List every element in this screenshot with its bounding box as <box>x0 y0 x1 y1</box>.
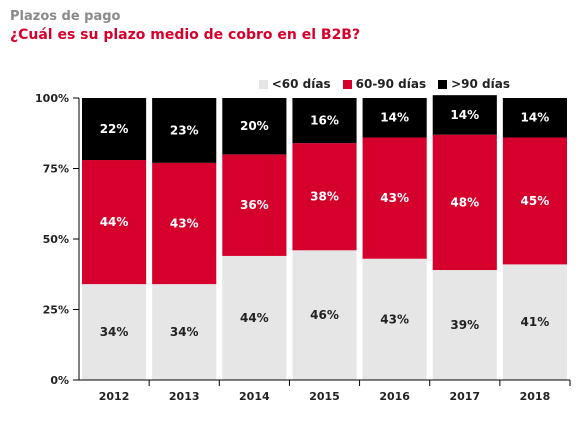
x-tick-label: 2017 <box>449 390 480 403</box>
bar-segment-2013-0 <box>152 284 217 380</box>
bar-segment-2017-0 <box>432 270 497 380</box>
legend-swatch-gt90 <box>438 79 448 89</box>
legend-label-gt90: >90 días <box>451 77 510 91</box>
data-label: 48% <box>450 195 479 209</box>
bar-segment-2016-0 <box>362 258 427 380</box>
data-label: 20% <box>240 119 269 133</box>
data-label: 36% <box>240 198 269 212</box>
data-label: 14% <box>380 111 409 125</box>
data-label: 41% <box>521 315 550 329</box>
legend-swatch-lt60 <box>258 79 268 89</box>
y-tick-label: 0% <box>50 374 69 387</box>
bar-segment-2014-0 <box>222 255 287 380</box>
data-label: 14% <box>450 108 479 122</box>
data-label: 46% <box>310 308 339 322</box>
bar-segment-2015-1 <box>292 143 357 251</box>
bar-segment-2012-0 <box>82 284 147 380</box>
chart-kicker: Plazos de pago <box>10 9 121 24</box>
data-label: 43% <box>170 216 199 230</box>
data-label: 23% <box>170 123 199 137</box>
data-label: 43% <box>380 312 409 326</box>
bar-segment-2015-2 <box>292 98 357 144</box>
x-tick-label: 2016 <box>379 390 410 403</box>
chart-title: ¿Cuál es su plazo medio de cobro en el B… <box>10 27 361 43</box>
legend-label-60-90: 60-90 días <box>355 77 427 91</box>
bar-segment-2017-2 <box>432 95 497 135</box>
bar-segment-2012-2 <box>82 98 147 161</box>
bar-segment-2012-1 <box>82 160 147 285</box>
legend: <60 días 60-90 días >90 días <box>247 77 510 91</box>
data-label: 34% <box>100 325 129 339</box>
legend-label-lt60: <60 días <box>271 77 331 91</box>
data-label: 39% <box>450 318 479 332</box>
bar-segment-2015-0 <box>292 250 357 380</box>
x-tick-label: 2018 <box>520 390 551 403</box>
bar-segment-2016-1 <box>362 137 427 259</box>
y-tick-label: 25% <box>43 304 69 317</box>
y-tick-label: 100% <box>35 92 69 105</box>
bar-segment-2016-2 <box>362 98 427 138</box>
data-label: 34% <box>170 325 199 339</box>
x-tick-label: 2015 <box>309 390 340 403</box>
legend-item-60-90: 60-90 días <box>342 77 427 91</box>
y-tick-label: 50% <box>43 233 69 246</box>
data-label: 43% <box>380 191 409 205</box>
bar-segment-2018-1 <box>502 137 567 265</box>
bar-segment-2018-0 <box>502 264 567 380</box>
bar-segment-2013-1 <box>152 162 217 285</box>
data-label: 14% <box>521 111 550 125</box>
data-label: 45% <box>521 194 550 208</box>
bar-segment-2014-2 <box>222 98 287 155</box>
bar-segment-2013-2 <box>152 98 217 163</box>
bar-segment-2014-1 <box>222 154 287 256</box>
x-tick-label: 2014 <box>239 390 270 403</box>
legend-item-lt60: <60 días <box>258 77 331 91</box>
y-tick-label: 75% <box>43 163 69 176</box>
data-label: 22% <box>100 122 129 136</box>
legend-swatch-60-90 <box>342 79 352 89</box>
data-label: 16% <box>310 114 339 128</box>
bar-segment-2018-2 <box>502 98 567 138</box>
bar-segment-2017-1 <box>432 134 497 271</box>
data-label: 44% <box>100 215 129 229</box>
data-label: 38% <box>310 190 339 204</box>
data-label: 44% <box>240 311 269 325</box>
x-tick-label: 2013 <box>169 390 200 403</box>
legend-item-gt90: >90 días <box>438 77 510 91</box>
x-tick-label: 2012 <box>99 390 130 403</box>
